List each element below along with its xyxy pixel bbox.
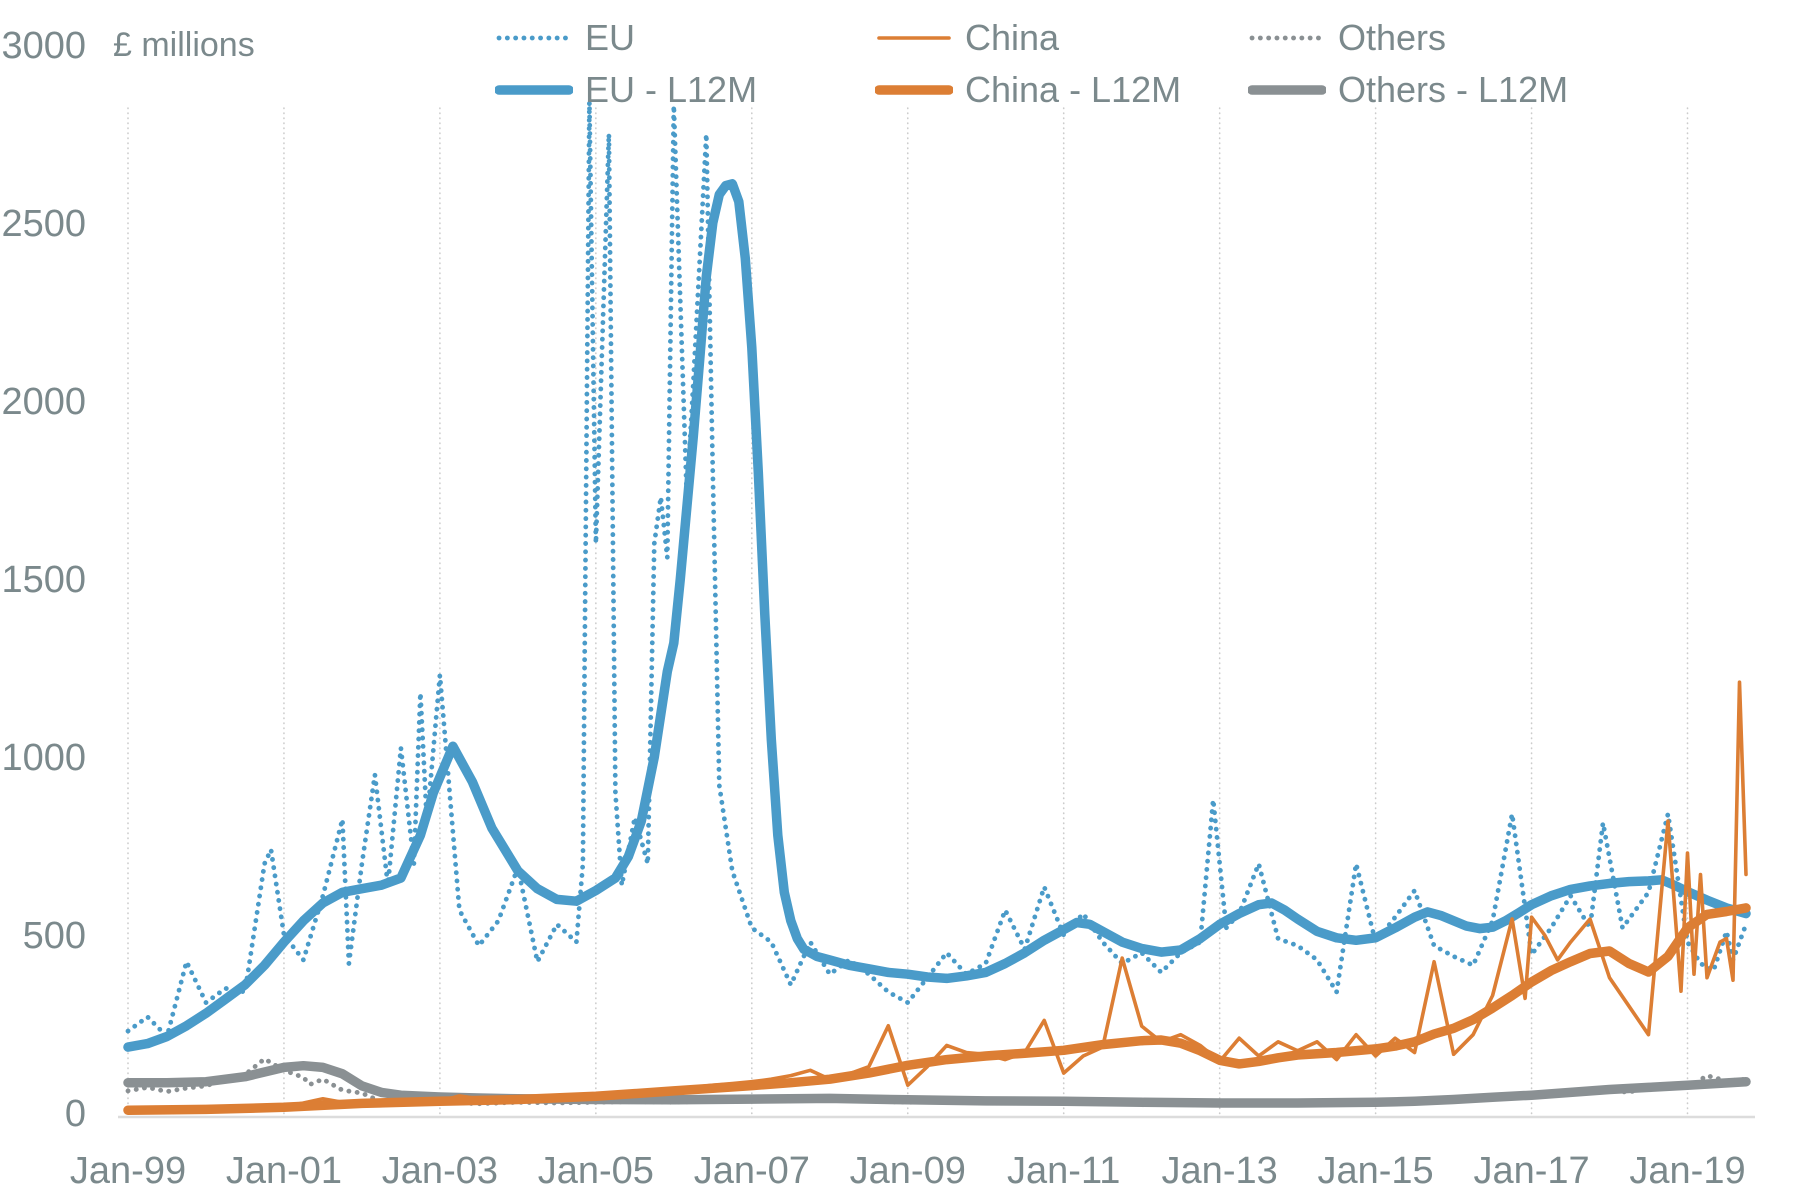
legend-item-others: Others (1248, 17, 1447, 58)
legend-item-eu: EU (495, 17, 636, 58)
x-tick-Jan-13: Jan-13 (1162, 1150, 1278, 1192)
series-china (126, 680, 1748, 1112)
y-tick-1500: 1500 (1, 559, 86, 601)
legend-label-china-l12m: China - L12M (965, 69, 1182, 110)
legend-label-eu: EU (585, 17, 636, 58)
x-tick-Jan-17: Jan-17 (1473, 1150, 1589, 1192)
y-tick-3000: 3000 (1, 25, 86, 67)
gridlines (127, 107, 1689, 1118)
y-tick-1000: 1000 (1, 737, 86, 779)
x-tick-Jan-01: Jan-01 (226, 1150, 342, 1192)
y-tick-500: 500 (23, 915, 86, 957)
legend-swatch-others-dotted-line (1249, 35, 1325, 41)
legend-swatch-china-l12m-thick-line (875, 85, 953, 95)
series-eu-l12m (123, 179, 1751, 1052)
legend-item-china-l12m: China - L12M (875, 69, 1182, 110)
legend-item-china: China (875, 17, 1060, 58)
series-eu (125, 99, 1749, 1039)
x-tick-Jan-03: Jan-03 (382, 1150, 498, 1192)
x-tick-Jan-09: Jan-09 (850, 1150, 966, 1192)
x-tick-Jan-15: Jan-15 (1318, 1150, 1434, 1192)
y-axis-title: £ millions (113, 26, 255, 64)
legend-item-eu-l12m: EU - L12M (495, 69, 758, 110)
series-others-l12m (123, 1060, 1751, 1108)
x-tick-Jan-19: Jan-19 (1629, 1150, 1745, 1192)
legend-swatch-others-l12m-thick-line (1248, 85, 1326, 95)
y-axis-ticks: 0 500 1000 1500 2000 2500 3000 (1, 25, 86, 1135)
x-tick-Jan-05: Jan-05 (538, 1150, 654, 1192)
legend-swatch-eu-l12m-thick-line (495, 85, 573, 95)
legend-item-others-l12m: Others - L12M (1248, 69, 1569, 110)
legend-label-others: Others (1338, 17, 1447, 58)
y-tick-0: 0 (65, 1093, 86, 1135)
x-axis-ticks: Jan-99 Jan-01 Jan-03 Jan-05 Jan-07 Jan-09 Jan-… (70, 1150, 1746, 1192)
y-tick-2000: 2000 (1, 381, 86, 423)
legend-label-china: China (965, 17, 1060, 58)
x-tick-Jan-99: Jan-99 (70, 1150, 186, 1192)
series-china-l12m (123, 903, 1751, 1115)
legend-swatch-eu-dotted-line (496, 35, 572, 41)
legend-swatch-china-thin-line (877, 36, 951, 40)
legend-label-others-l12m: Others - L12M (1338, 69, 1569, 110)
y-tick-2500: 2500 (1, 203, 86, 245)
legend-label-eu-l12m: EU - L12M (585, 69, 758, 110)
x-tick-Jan-07: Jan-07 (694, 1150, 810, 1192)
x-tick-Jan-11: Jan-11 (1007, 1150, 1120, 1192)
